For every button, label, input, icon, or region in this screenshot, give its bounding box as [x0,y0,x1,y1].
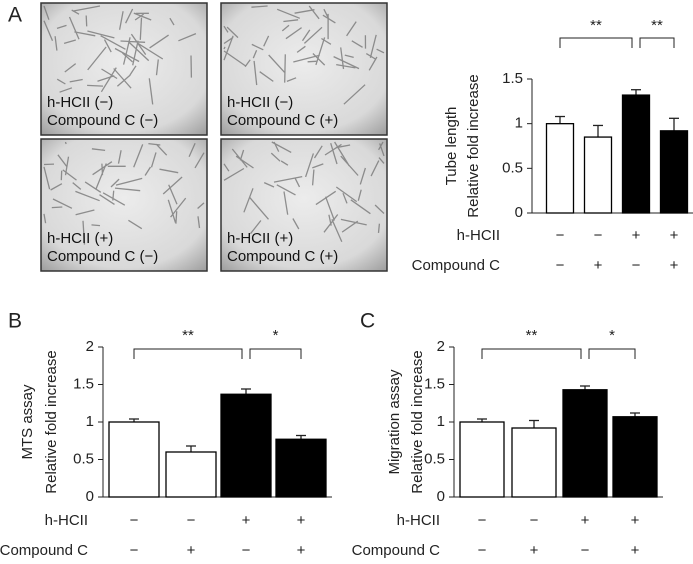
condition-sign: + [632,227,641,244]
y-axis-label: Migration assay [386,369,403,475]
micrograph [220,138,388,272]
condition-sign: + [670,257,679,274]
y-tick-label: 0 [86,488,94,505]
condition-sign: − [556,227,565,244]
significance-bracket [639,37,675,48]
y-tick-label: 0 [515,204,523,221]
condition-sign: − [130,542,139,559]
bar [511,427,557,498]
bar [583,136,613,214]
significance-bracket [559,37,633,48]
significance-label: * [273,327,279,344]
condition-sign: + [594,257,603,274]
significance-label: ** [651,17,663,34]
cell-network [223,141,385,243]
condition-label: Compound C [352,542,441,559]
micrograph-caption: Compound C (−) [47,248,158,265]
bar [459,421,505,498]
bar [108,421,160,498]
micrograph-caption: h-HCII (+) [227,230,293,247]
condition-sign: + [297,512,306,529]
y-axis-label: Relative fold increase [465,74,482,217]
y-axis-label: Tube length [443,107,460,186]
condition-label: h-HCII [45,512,88,529]
micrograph-caption: h-HCII (−) [47,94,113,111]
cell-network [43,141,205,245]
condition-sign: + [631,542,640,559]
y-tick-label: 1 [515,115,523,132]
condition-sign: + [242,512,251,529]
significance-bracket [588,348,636,359]
y-axis-label: MTS assay [19,384,36,460]
y-axis-label: Relative fold increase [409,350,426,493]
condition-label: Compound C [412,257,501,274]
significance-bracket [481,348,582,359]
y-tick-label: 1 [437,413,445,430]
micrograph-caption: h-HCII (−) [227,94,293,111]
bar [621,94,651,214]
significance-label: * [609,327,615,344]
condition-sign: + [631,512,640,529]
y-tick-label: 1 [86,413,94,430]
condition-sign: − [530,512,539,529]
y-tick-label: 1.5 [73,375,94,392]
condition-sign: − [632,257,641,274]
significance-label: ** [590,17,602,34]
significance-bracket [133,348,243,359]
condition-sign: − [478,512,487,529]
condition-sign: + [670,227,679,244]
condition-sign: + [297,542,306,559]
y-tick-label: 2 [437,338,445,355]
condition-sign: − [594,227,603,244]
y-tick-label: 1.5 [424,375,445,392]
condition-sign: + [187,542,196,559]
panel-label: B [8,310,22,333]
cell-network [223,5,385,105]
y-tick-label: 0.5 [502,159,523,176]
condition-label: h-HCII [457,227,500,244]
y-tick-label: 1.5 [502,70,523,87]
micrograph [220,2,388,136]
bar [562,389,608,498]
bar [612,416,658,498]
condition-sign: − [242,542,251,559]
micrograph-caption: Compound C (+) [227,248,338,265]
condition-sign: − [130,512,139,529]
y-tick-label: 0.5 [73,450,94,467]
condition-sign: − [478,542,487,559]
condition-label: Compound C [0,542,88,559]
panel-label: A [8,4,22,27]
condition-sign: + [581,512,590,529]
cell-network [43,5,197,105]
condition-sign: − [187,512,196,529]
bar [545,123,575,214]
bar [659,130,689,214]
y-tick-label: 2 [86,338,94,355]
bar [165,451,217,498]
significance-label: ** [182,327,194,344]
bar [275,438,327,498]
bar [220,393,272,498]
micrograph-caption: h-HCII (+) [47,230,113,247]
micrograph-caption: Compound C (−) [47,112,158,129]
condition-label: h-HCII [397,512,440,529]
significance-bracket [249,348,302,359]
condition-sign: − [556,257,565,274]
significance-label: ** [526,327,538,344]
y-axis-label: Relative fold increase [43,350,60,493]
condition-sign: − [581,542,590,559]
panel-label: C [360,310,375,333]
condition-sign: + [530,542,539,559]
y-tick-label: 0.5 [424,450,445,467]
y-tick-label: 0 [437,488,445,505]
micrograph-caption: Compound C (+) [227,112,338,129]
